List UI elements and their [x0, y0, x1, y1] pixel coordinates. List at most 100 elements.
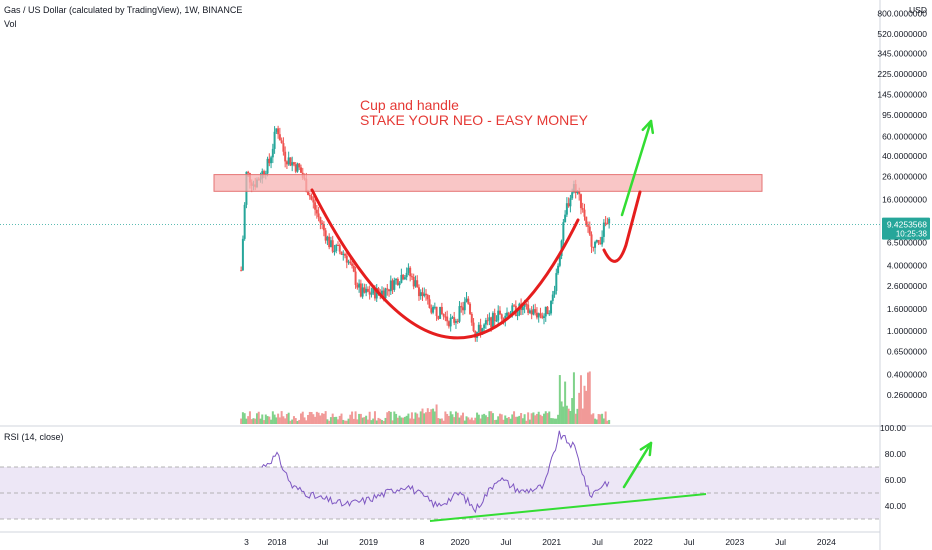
volume-bar: [312, 414, 315, 424]
volume-bar: [595, 419, 598, 424]
candle-body: [312, 199, 315, 203]
volume-bar: [370, 420, 373, 424]
price-tick-label: 145.0000000: [877, 90, 927, 100]
volume-bar: [476, 412, 479, 424]
candle-body: [291, 162, 294, 166]
candle-body: [486, 320, 489, 322]
volume-bars: [240, 371, 611, 424]
candle-body: [557, 265, 560, 274]
candle-body: [361, 287, 364, 297]
candle-body: [425, 293, 428, 296]
last-price-badge: [882, 217, 930, 240]
candle-body: [287, 157, 290, 165]
volume-bar: [504, 415, 507, 424]
volume-bar: [601, 413, 604, 424]
candle-body: [463, 301, 466, 311]
volume-bar: [349, 414, 352, 424]
volume-bar: [608, 419, 611, 424]
candle-body: [347, 261, 350, 263]
candle-body: [395, 278, 398, 281]
candle-body: [456, 320, 459, 322]
volume-bar: [486, 417, 489, 424]
volume-bar: [379, 418, 382, 424]
candle-body: [352, 265, 355, 272]
candle-body: [602, 222, 605, 237]
candle-body: [275, 128, 278, 132]
candle-body: [491, 313, 494, 328]
rsi-trendline: [429, 493, 707, 522]
candle-body: [285, 161, 288, 165]
candle-body: [386, 288, 389, 290]
candle-body: [585, 216, 588, 226]
price-tick-label: 16.0000000: [882, 194, 927, 204]
volume-bar: [254, 418, 257, 424]
volume-bar: [558, 375, 561, 424]
volume-bar: [426, 408, 429, 424]
volume-bar: [550, 418, 553, 424]
volume-bar: [542, 413, 545, 424]
symbol-title: Gas / US Dollar (calculated by TradingVi…: [4, 5, 243, 15]
volume-bar: [393, 411, 396, 424]
candle-body: [447, 321, 450, 327]
volume-bar: [560, 401, 563, 424]
candle-body: [498, 310, 501, 315]
volume-bar: [322, 413, 325, 424]
volume-bar: [451, 414, 454, 424]
volume-bar: [375, 420, 378, 424]
handle-curve: [602, 190, 642, 263]
candle-body: [356, 284, 359, 288]
volume-bar: [491, 413, 494, 424]
candle-body: [465, 298, 468, 302]
volume-bar: [444, 411, 447, 424]
volume-bar: [421, 408, 424, 424]
candle-body: [579, 194, 582, 209]
candle-body: [335, 244, 338, 251]
candle-body: [493, 313, 496, 322]
candle-body: [314, 202, 317, 210]
volume-bar: [495, 419, 498, 424]
volume-bar: [597, 414, 600, 424]
last-price-label: 9.4253568: [887, 220, 927, 230]
price-tick-label: 800.0000000: [877, 9, 927, 19]
time-tick-label: 2020: [451, 537, 470, 547]
volume-bar: [282, 416, 285, 424]
candle-body: [342, 253, 345, 255]
rsi-tick-label: 60.00: [885, 475, 907, 485]
volume-bar: [264, 414, 267, 424]
volume-bar: [425, 412, 428, 424]
candle-body: [516, 314, 519, 316]
candle-body: [550, 300, 553, 314]
candle-body: [410, 276, 413, 278]
volume-bar: [423, 413, 426, 424]
candle-body: [597, 240, 600, 243]
volume-bar: [479, 418, 482, 424]
volume-bar: [500, 414, 503, 424]
candle-body: [548, 313, 551, 315]
volume-bar: [412, 418, 415, 424]
volume-bar: [449, 411, 452, 424]
volume-bar: [356, 419, 359, 424]
volume-bar: [439, 418, 442, 424]
volume-bar: [240, 418, 243, 424]
volume-bar: [509, 418, 512, 424]
volume-bar: [314, 416, 317, 424]
volume-bar: [336, 419, 339, 424]
volume-bar: [602, 418, 605, 424]
volume-bar: [574, 413, 577, 424]
volume-bar: [555, 418, 558, 424]
volume-bar: [551, 418, 554, 424]
candle-body: [521, 306, 524, 311]
candle-body: [368, 291, 371, 295]
volume-bar: [287, 412, 290, 424]
volume-bar: [583, 385, 586, 424]
volume-bar: [490, 411, 493, 424]
price-tick-label: 0.6500000: [887, 347, 927, 357]
volume-bar: [243, 413, 246, 424]
volume-bar: [358, 413, 361, 424]
volume-bar: [506, 418, 509, 424]
volume-bar: [395, 413, 398, 424]
rsi-title: RSI (14, close): [4, 432, 64, 442]
volume-bar: [377, 417, 380, 424]
candle-body: [263, 171, 266, 175]
